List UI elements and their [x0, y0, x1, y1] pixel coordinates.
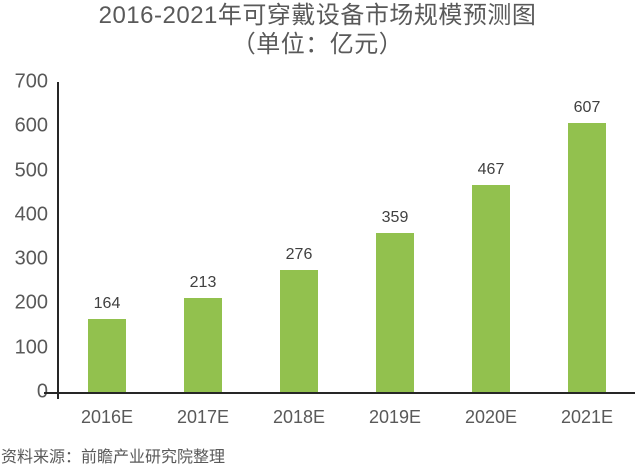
x-axis-label: 2016E — [80, 407, 134, 427]
bar — [376, 233, 414, 392]
bar-value-label: 467 — [477, 161, 505, 178]
y-tick-label: 700 — [14, 70, 48, 93]
chart-title: 2016-2021年可穿戴设备市场规模预测图 — [98, 2, 537, 29]
y-axis-tick-labels: 700 600 500 400 300 200 100 0 — [0, 71, 48, 403]
x-axis-label: 2018E — [272, 407, 326, 427]
x-axis-label: 2020E — [464, 407, 518, 427]
y-tick-label: 400 — [14, 203, 48, 226]
chart-subtitle: （单位：亿元） — [231, 31, 404, 58]
bar-value-label: 607 — [573, 99, 601, 116]
y-tick-label: 600 — [14, 114, 48, 137]
bar-column: 164 — [59, 82, 155, 392]
bar — [184, 298, 222, 392]
bar — [472, 185, 510, 392]
x-axis-label: 2021E — [560, 407, 614, 427]
bar — [568, 123, 606, 392]
y-tick-label: 300 — [14, 247, 48, 270]
bars-area: 164 213 276 359 467 607 — [59, 82, 635, 392]
bar-value-label: 276 — [285, 246, 313, 263]
chart-title-block: 2016-2021年可穿戴设备市场规模预测图 （单位：亿元） — [0, 1, 635, 59]
bar-value-label: 359 — [381, 209, 409, 226]
x-axis-label: 2019E — [368, 407, 422, 427]
y-axis-line — [57, 82, 59, 399]
y-tick-label: 100 — [14, 336, 48, 359]
bar-value-label: 164 — [93, 295, 121, 312]
x-axis-labels: 2016E 2017E 2018E 2019E 2020E 2021E — [59, 407, 635, 428]
bar-column: 467 — [443, 82, 539, 392]
bar-value-label: 213 — [189, 274, 217, 291]
bar-column: 213 — [155, 82, 251, 392]
bar — [88, 319, 126, 392]
y-tick-label: 0 — [36, 380, 48, 403]
bar-column: 359 — [347, 82, 443, 392]
bar-column: 607 — [539, 82, 635, 392]
y-tick-label: 500 — [14, 159, 48, 182]
bar-column: 276 — [251, 82, 347, 392]
y-tick-label: 200 — [14, 291, 48, 314]
x-axis-label: 2017E — [176, 407, 230, 427]
bar — [280, 270, 318, 392]
source-note: 资料来源：前瞻产业研究院整理 — [1, 449, 226, 466]
x-axis-line — [44, 392, 635, 394]
